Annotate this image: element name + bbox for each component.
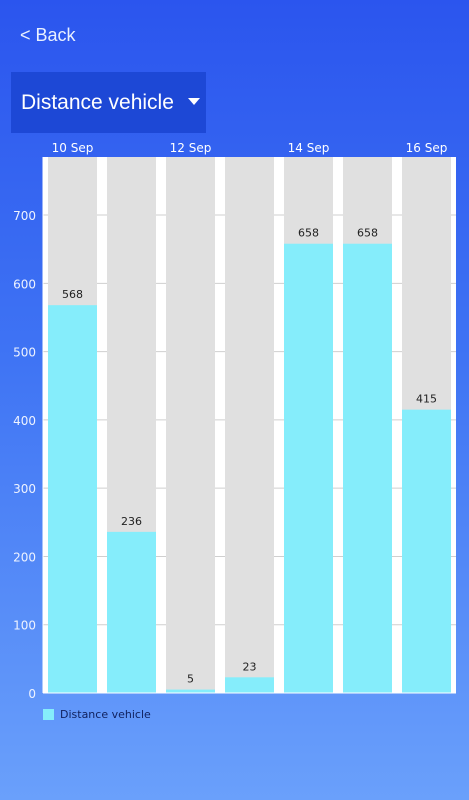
y-tick-label: 300	[13, 482, 36, 496]
bar-value-label: 23	[243, 660, 257, 673]
chart-legend: Distance vehicle	[43, 708, 151, 721]
bar-track	[225, 157, 274, 693]
x-tick-label: 10 Sep	[52, 141, 94, 155]
y-tick-label: 100	[13, 619, 36, 633]
x-tick-label: 14 Sep	[288, 141, 330, 155]
bar-value-label: 658	[298, 227, 319, 240]
back-button[interactable]: < Back	[20, 25, 76, 45]
bar-track	[166, 157, 215, 693]
y-tick-label: 700	[13, 209, 36, 223]
bar-value-label: 568	[62, 288, 83, 301]
bar	[284, 243, 333, 693]
chevron-down-icon	[188, 98, 200, 105]
metric-dropdown[interactable]: Distance vehicle	[11, 72, 206, 133]
metric-dropdown-label: Distance vehicle	[21, 91, 174, 114]
bar-value-label: 658	[357, 227, 378, 240]
y-tick-label: 400	[13, 414, 36, 428]
y-tick-label: 200	[13, 550, 36, 564]
x-tick-label: 12 Sep	[170, 141, 212, 155]
y-tick-label: 0	[28, 687, 36, 701]
bar-value-label: 415	[416, 393, 437, 406]
bar-value-label: 236	[121, 515, 142, 528]
bar	[402, 409, 451, 693]
bar	[107, 531, 156, 693]
x-tick-label: 16 Sep	[406, 141, 448, 155]
y-tick-label: 500	[13, 346, 36, 360]
bar	[166, 689, 215, 693]
bar	[343, 243, 392, 693]
bar	[225, 677, 274, 693]
legend-label: Distance vehicle	[60, 708, 151, 721]
legend-swatch	[43, 709, 54, 720]
bar-value-label: 5	[187, 673, 194, 686]
bar	[48, 305, 97, 693]
y-tick-label: 600	[13, 277, 36, 291]
